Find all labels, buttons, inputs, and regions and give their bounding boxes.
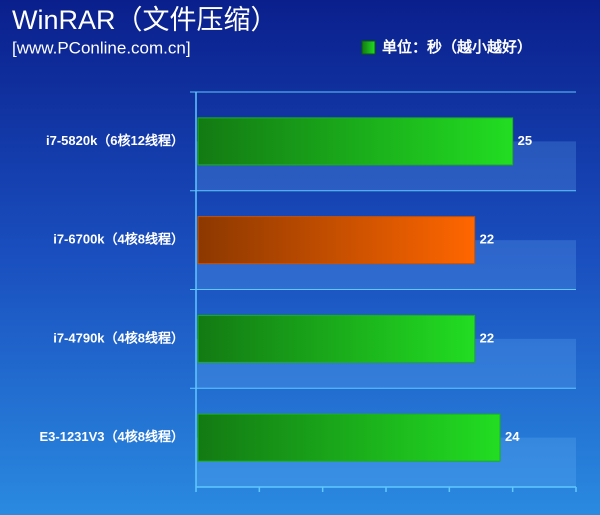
bar bbox=[197, 314, 476, 363]
y-tick-label: i7-6700k（4核8线程） bbox=[53, 232, 184, 247]
bar bbox=[197, 216, 476, 265]
y-tick-label: i7-5820k（6核12线程） bbox=[46, 133, 184, 148]
legend-swatch bbox=[361, 40, 376, 55]
chart-title: WinRAR（文件压缩） bbox=[12, 5, 278, 35]
value-label: 24 bbox=[505, 429, 520, 444]
bar bbox=[197, 117, 514, 166]
value-label: 22 bbox=[480, 330, 494, 345]
y-tick-label: i7-4790k（4核8线程） bbox=[53, 330, 184, 345]
value-label: 22 bbox=[480, 232, 494, 247]
y-tick-label: E3-1231V3（4核8线程） bbox=[39, 429, 184, 444]
chart-subtitle: [www.PConline.com.cn] bbox=[12, 38, 191, 57]
value-label: 25 bbox=[518, 133, 532, 148]
bar bbox=[197, 413, 501, 462]
legend-label: 单位：秒（越小越好） bbox=[382, 38, 532, 56]
